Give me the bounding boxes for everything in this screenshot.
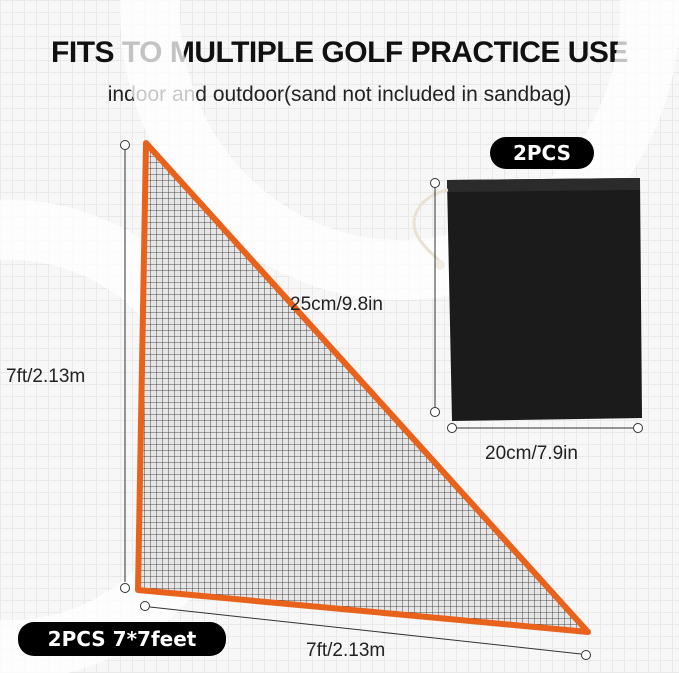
bag-height-label: 25cm/9.8in bbox=[290, 294, 383, 315]
net-quantity-badge: 2PCS 7*7feet bbox=[18, 622, 226, 656]
page-subtitle: indoor and outdoor(sand not included in … bbox=[107, 83, 572, 106]
golf-net-triangle bbox=[135, 140, 591, 635]
bag-width-label: 20cm/7.9in bbox=[485, 443, 578, 464]
sandbag bbox=[412, 178, 642, 421]
bag-width-dimension-line bbox=[447, 423, 643, 433]
net-height-label: 7ft/2.13m bbox=[6, 366, 86, 387]
bag-quantity-badge: 2PCS bbox=[490, 137, 594, 169]
net-height-dimension-line bbox=[120, 140, 130, 593]
bag-height-dimension-line bbox=[430, 178, 440, 417]
net-width-dimension-line bbox=[140, 601, 591, 660]
net-width-label: 7ft/2.13m bbox=[306, 640, 386, 661]
